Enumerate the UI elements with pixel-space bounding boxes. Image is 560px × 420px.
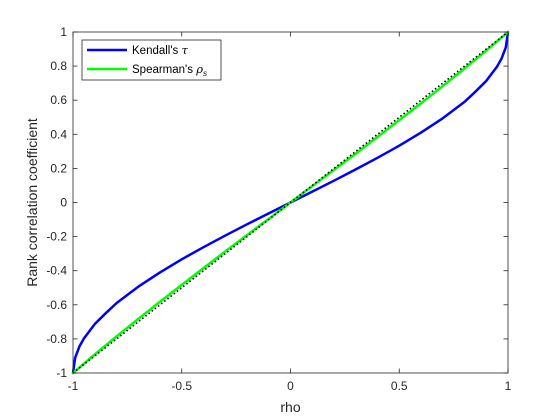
legend-spearman-main: Spearman's xyxy=(132,64,196,76)
identity-reference-line xyxy=(72,31,509,374)
y-tick-label: -0.4 xyxy=(46,264,67,278)
y-tick-label: 0.8 xyxy=(50,59,67,73)
ticks-layer: -1 -0.5 0 0.5 1 -1 -0.8 -0.6 -0.4 -0.2 0 0.2 0.4 0.6 0… xyxy=(46,25,511,393)
legend-entry-kendall: Kendall's τ xyxy=(132,43,189,57)
y-tick-label: 0.4 xyxy=(50,127,67,141)
x-tick-label: -1 xyxy=(68,379,79,393)
y-tick-label: -0.2 xyxy=(46,230,67,244)
legend: Kendall's τ Spearman's ρs xyxy=(81,39,222,81)
y-axis-label: Rank correlation coefficient xyxy=(24,118,40,287)
y-tick-label: 0 xyxy=(60,196,67,210)
y-tick-label: 1 xyxy=(60,25,67,39)
y-tick-label: -1 xyxy=(56,366,67,380)
y-tick-label: 0.6 xyxy=(50,93,67,107)
y-tick-label: -0.8 xyxy=(46,332,67,346)
y-tick-label: -0.6 xyxy=(46,298,67,312)
series-layer xyxy=(71,30,510,375)
legend-kendall-symbol: τ xyxy=(182,43,189,57)
legend-spearman-symbol: ρ xyxy=(195,62,203,76)
x-tick-label: 0.5 xyxy=(391,379,408,393)
x-tick-label: 1 xyxy=(505,379,512,393)
legend-spearman-subscript: s xyxy=(203,69,207,78)
x-tick-label: 0 xyxy=(287,379,294,393)
legend-entry-spearman: Spearman's ρs xyxy=(132,62,207,78)
y-tick-label: 0.2 xyxy=(50,161,67,175)
legend-kendall-main: Kendall's xyxy=(132,45,182,57)
x-tick-label: -0.5 xyxy=(171,379,192,393)
legend-box xyxy=(81,39,222,81)
x-axis-label: rho xyxy=(280,399,300,415)
